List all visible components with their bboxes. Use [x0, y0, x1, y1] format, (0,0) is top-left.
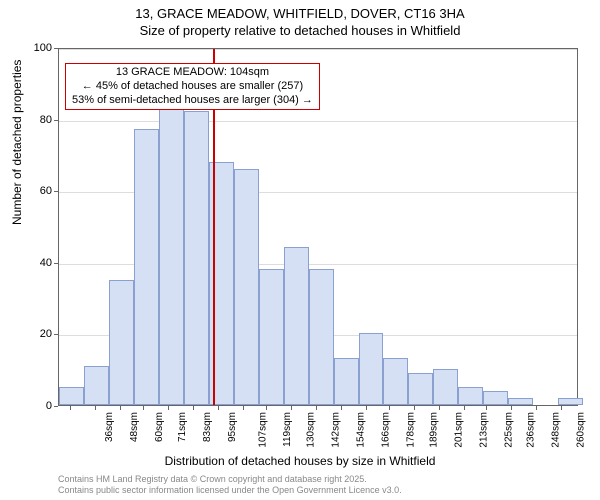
x-axis-label: Distribution of detached houses by size …: [0, 454, 600, 468]
histogram-bar: [334, 358, 359, 405]
y-axis-label: Number of detached properties: [10, 60, 24, 225]
x-tick-mark: [291, 406, 292, 410]
x-tick-mark: [266, 406, 267, 410]
annotation-line-1: 13 GRACE MEADOW: 104sqm: [72, 66, 313, 80]
x-tick: 130sqm: [306, 412, 317, 448]
histogram-bar: [159, 108, 184, 405]
credits-line-2: Contains public sector information licen…: [58, 485, 402, 496]
x-tick: 119sqm: [282, 412, 293, 447]
x-tick-mark: [486, 406, 487, 410]
histogram-bar: [259, 269, 284, 405]
x-tick-mark: [439, 406, 440, 410]
x-tick-mark: [511, 406, 512, 410]
x-tick-mark: [341, 406, 342, 410]
x-tick-mark: [218, 406, 219, 410]
x-tick: 260sqm: [576, 412, 587, 448]
x-tick: 48sqm: [129, 412, 140, 442]
x-tick-mark: [464, 406, 465, 410]
title-line-2: Size of property relative to detached ho…: [0, 23, 600, 40]
x-tick: 95sqm: [227, 412, 238, 442]
y-tick: 80: [22, 114, 52, 126]
x-tick: 248sqm: [551, 412, 562, 448]
y-tick: 20: [22, 328, 52, 340]
chart-title: 13, GRACE MEADOW, WHITFIELD, DOVER, CT16…: [0, 0, 600, 40]
histogram-bar: [134, 129, 159, 405]
histogram-bar: [59, 387, 84, 405]
histogram-bar: [508, 398, 533, 405]
x-tick: 201sqm: [453, 412, 464, 448]
x-tick: 83sqm: [202, 412, 213, 442]
y-tick: 60: [22, 185, 52, 197]
x-tick: 236sqm: [526, 412, 537, 448]
histogram-bar: [309, 269, 334, 405]
annotation-box: 13 GRACE MEADOW: 104sqm← 45% of detached…: [65, 63, 320, 110]
y-tick: 40: [22, 257, 52, 269]
annotation-line-3: 53% of semi-detached houses are larger (…: [72, 94, 313, 108]
x-tick: 154sqm: [355, 412, 366, 448]
x-tick: 60sqm: [154, 412, 165, 442]
title-line-1: 13, GRACE MEADOW, WHITFIELD, DOVER, CT16…: [0, 6, 600, 23]
gridline: [59, 121, 577, 122]
histogram-bar: [184, 111, 209, 405]
histogram-bar: [458, 387, 483, 405]
x-tick: 142sqm: [331, 412, 342, 448]
credits: Contains HM Land Registry data © Crown c…: [58, 474, 402, 496]
x-tick-mark: [243, 406, 244, 410]
x-tick-mark: [366, 406, 367, 410]
histogram-bar: [483, 391, 508, 405]
histogram-bar: [383, 358, 408, 405]
histogram-bar: [558, 398, 583, 405]
histogram-bar: [433, 369, 458, 405]
histogram-bar: [284, 247, 309, 405]
credits-line-1: Contains HM Land Registry data © Crown c…: [58, 474, 402, 485]
x-tick-mark: [561, 406, 562, 410]
x-tick: 166sqm: [380, 412, 391, 448]
x-tick: 225sqm: [503, 412, 514, 448]
x-tick-mark: [70, 406, 71, 410]
plot-area: 13 GRACE MEADOW: 104sqm← 45% of detached…: [58, 48, 578, 406]
y-tick: 100: [22, 42, 52, 54]
histogram-bar: [109, 280, 134, 405]
histogram-bar: [408, 373, 433, 405]
x-tick-mark: [316, 406, 317, 410]
x-tick: 71sqm: [177, 412, 188, 442]
gridline: [59, 49, 577, 50]
x-tick-mark: [168, 406, 169, 410]
histogram-bar: [359, 333, 384, 405]
x-tick-mark: [120, 406, 121, 410]
x-tick-mark: [143, 406, 144, 410]
histogram-bar: [234, 169, 259, 405]
annotation-line-2: ← 45% of detached houses are smaller (25…: [72, 80, 313, 94]
x-tick-mark: [193, 406, 194, 410]
x-tick-mark: [536, 406, 537, 410]
histogram-bar: [84, 366, 109, 405]
x-tick: 107sqm: [258, 412, 269, 448]
x-tick-mark: [95, 406, 96, 410]
x-tick: 213sqm: [478, 412, 489, 448]
y-tick: 0: [22, 400, 52, 412]
x-tick-mark: [389, 406, 390, 410]
x-tick-mark: [414, 406, 415, 410]
x-tick: 178sqm: [405, 412, 416, 448]
plot-frame: 13 GRACE MEADOW: 104sqm← 45% of detached…: [58, 48, 578, 406]
x-tick: 189sqm: [428, 412, 439, 448]
x-tick: 36sqm: [104, 412, 115, 442]
